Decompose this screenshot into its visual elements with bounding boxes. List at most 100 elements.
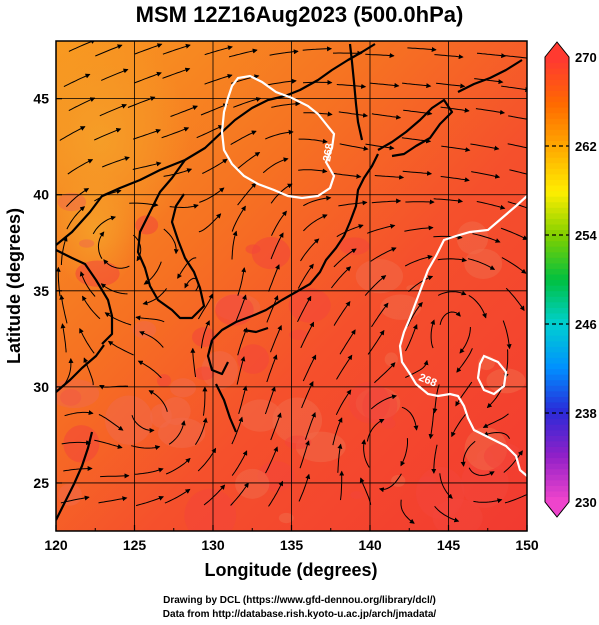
streamline (473, 498, 503, 504)
colorbar-band (545, 474, 569, 481)
colorbar-band (545, 279, 569, 286)
contour-268-loop (476, 354, 508, 396)
streamline (197, 447, 217, 472)
colorbar-band (545, 368, 569, 375)
streamline (430, 319, 435, 349)
colorbar-band (545, 218, 569, 225)
streamline (297, 263, 314, 289)
coastline-shandong (56, 249, 114, 345)
streamline (163, 168, 193, 177)
streamline (378, 473, 402, 493)
streamline (271, 101, 301, 108)
streamline (100, 473, 130, 479)
colorbar-band (545, 101, 569, 108)
colorbar-band (545, 413, 569, 420)
credit-drawing: Drawing by DCL (https://www.gfd-dennou.o… (163, 595, 436, 606)
colorbar-band (545, 329, 569, 336)
temperature-patch (158, 417, 206, 449)
temperature-patch (56, 379, 100, 409)
streamline (79, 327, 95, 354)
coastline-taiwan-strait (56, 431, 94, 521)
colorbar-band (545, 301, 569, 308)
colorbar-band (545, 112, 569, 119)
streamline (339, 143, 369, 151)
temperature-patch (350, 491, 364, 500)
temperature-patch (184, 488, 237, 531)
streamline (102, 156, 130, 168)
streamline (359, 477, 372, 505)
colorbar-band (545, 162, 569, 169)
colorbar-band (545, 496, 569, 503)
y-axis-ticks: 25 30 35 40 45 (33, 91, 62, 491)
colorbar-band (545, 451, 569, 459)
streamline (507, 201, 527, 209)
streamline (476, 52, 507, 59)
temperature-patch (192, 327, 216, 348)
streamline (365, 143, 395, 151)
streamline (99, 103, 127, 117)
temperature-patch (169, 378, 197, 398)
streamline (132, 234, 142, 262)
streamline (228, 48, 258, 58)
streamline (184, 277, 199, 291)
streamline (304, 412, 316, 440)
x-tick-label: 145 (437, 537, 461, 553)
streamline (68, 97, 96, 112)
colorbar-band (545, 396, 569, 403)
streamline (165, 457, 191, 475)
colorbar-band (545, 146, 569, 153)
colorbar-band (545, 190, 569, 197)
colorbar-band (545, 390, 569, 397)
streamline (404, 225, 434, 232)
colorbar-band (545, 84, 569, 91)
y-tick-label: 25 (33, 475, 49, 491)
contour-label: 268 (321, 142, 336, 162)
streamline (440, 106, 470, 113)
streamline (190, 347, 196, 378)
temperature-patch (251, 237, 291, 270)
streamline (468, 467, 495, 476)
coastline-korean-peninsula (136, 159, 206, 320)
temperature-patch (235, 468, 270, 499)
streamline (500, 227, 527, 240)
colorbar-band (545, 401, 569, 409)
colorbar-band (545, 379, 569, 386)
streamline (131, 445, 161, 451)
streamline (433, 198, 464, 204)
streamline (68, 41, 96, 52)
streamline (433, 234, 463, 240)
streamline (482, 413, 509, 428)
colorbar-outline (544, 41, 570, 518)
streamline (202, 386, 208, 416)
x-tick-label: 140 (358, 537, 382, 553)
colorbar-band (545, 479, 569, 486)
temperature-patch (63, 425, 100, 463)
colorbar-band (545, 73, 569, 80)
streamline (298, 138, 328, 144)
colorbar-band (545, 207, 569, 214)
streamline (237, 267, 247, 296)
streamline (231, 205, 246, 232)
streamline (62, 357, 74, 386)
streamline (237, 182, 257, 206)
colorbar-band (545, 374, 569, 381)
colorbar-band (545, 68, 569, 75)
streamline (164, 488, 191, 504)
streamline (405, 359, 429, 378)
colorbar-band (545, 246, 569, 253)
streamline (339, 329, 356, 355)
x-axis-ticks: 120 125 130 135 140 145 150 (44, 525, 539, 553)
streamline (270, 412, 282, 441)
streamline (366, 418, 385, 442)
streamline (400, 438, 408, 467)
coastline-kyushu (206, 339, 229, 376)
colorbar-band (545, 57, 569, 64)
colorbar-band (545, 107, 569, 114)
streamline (474, 78, 504, 85)
colorbar-band (545, 184, 569, 192)
colorbar-band (545, 335, 569, 342)
streamline (431, 444, 438, 474)
streamline (437, 290, 467, 296)
coastline-mainland (56, 43, 376, 246)
